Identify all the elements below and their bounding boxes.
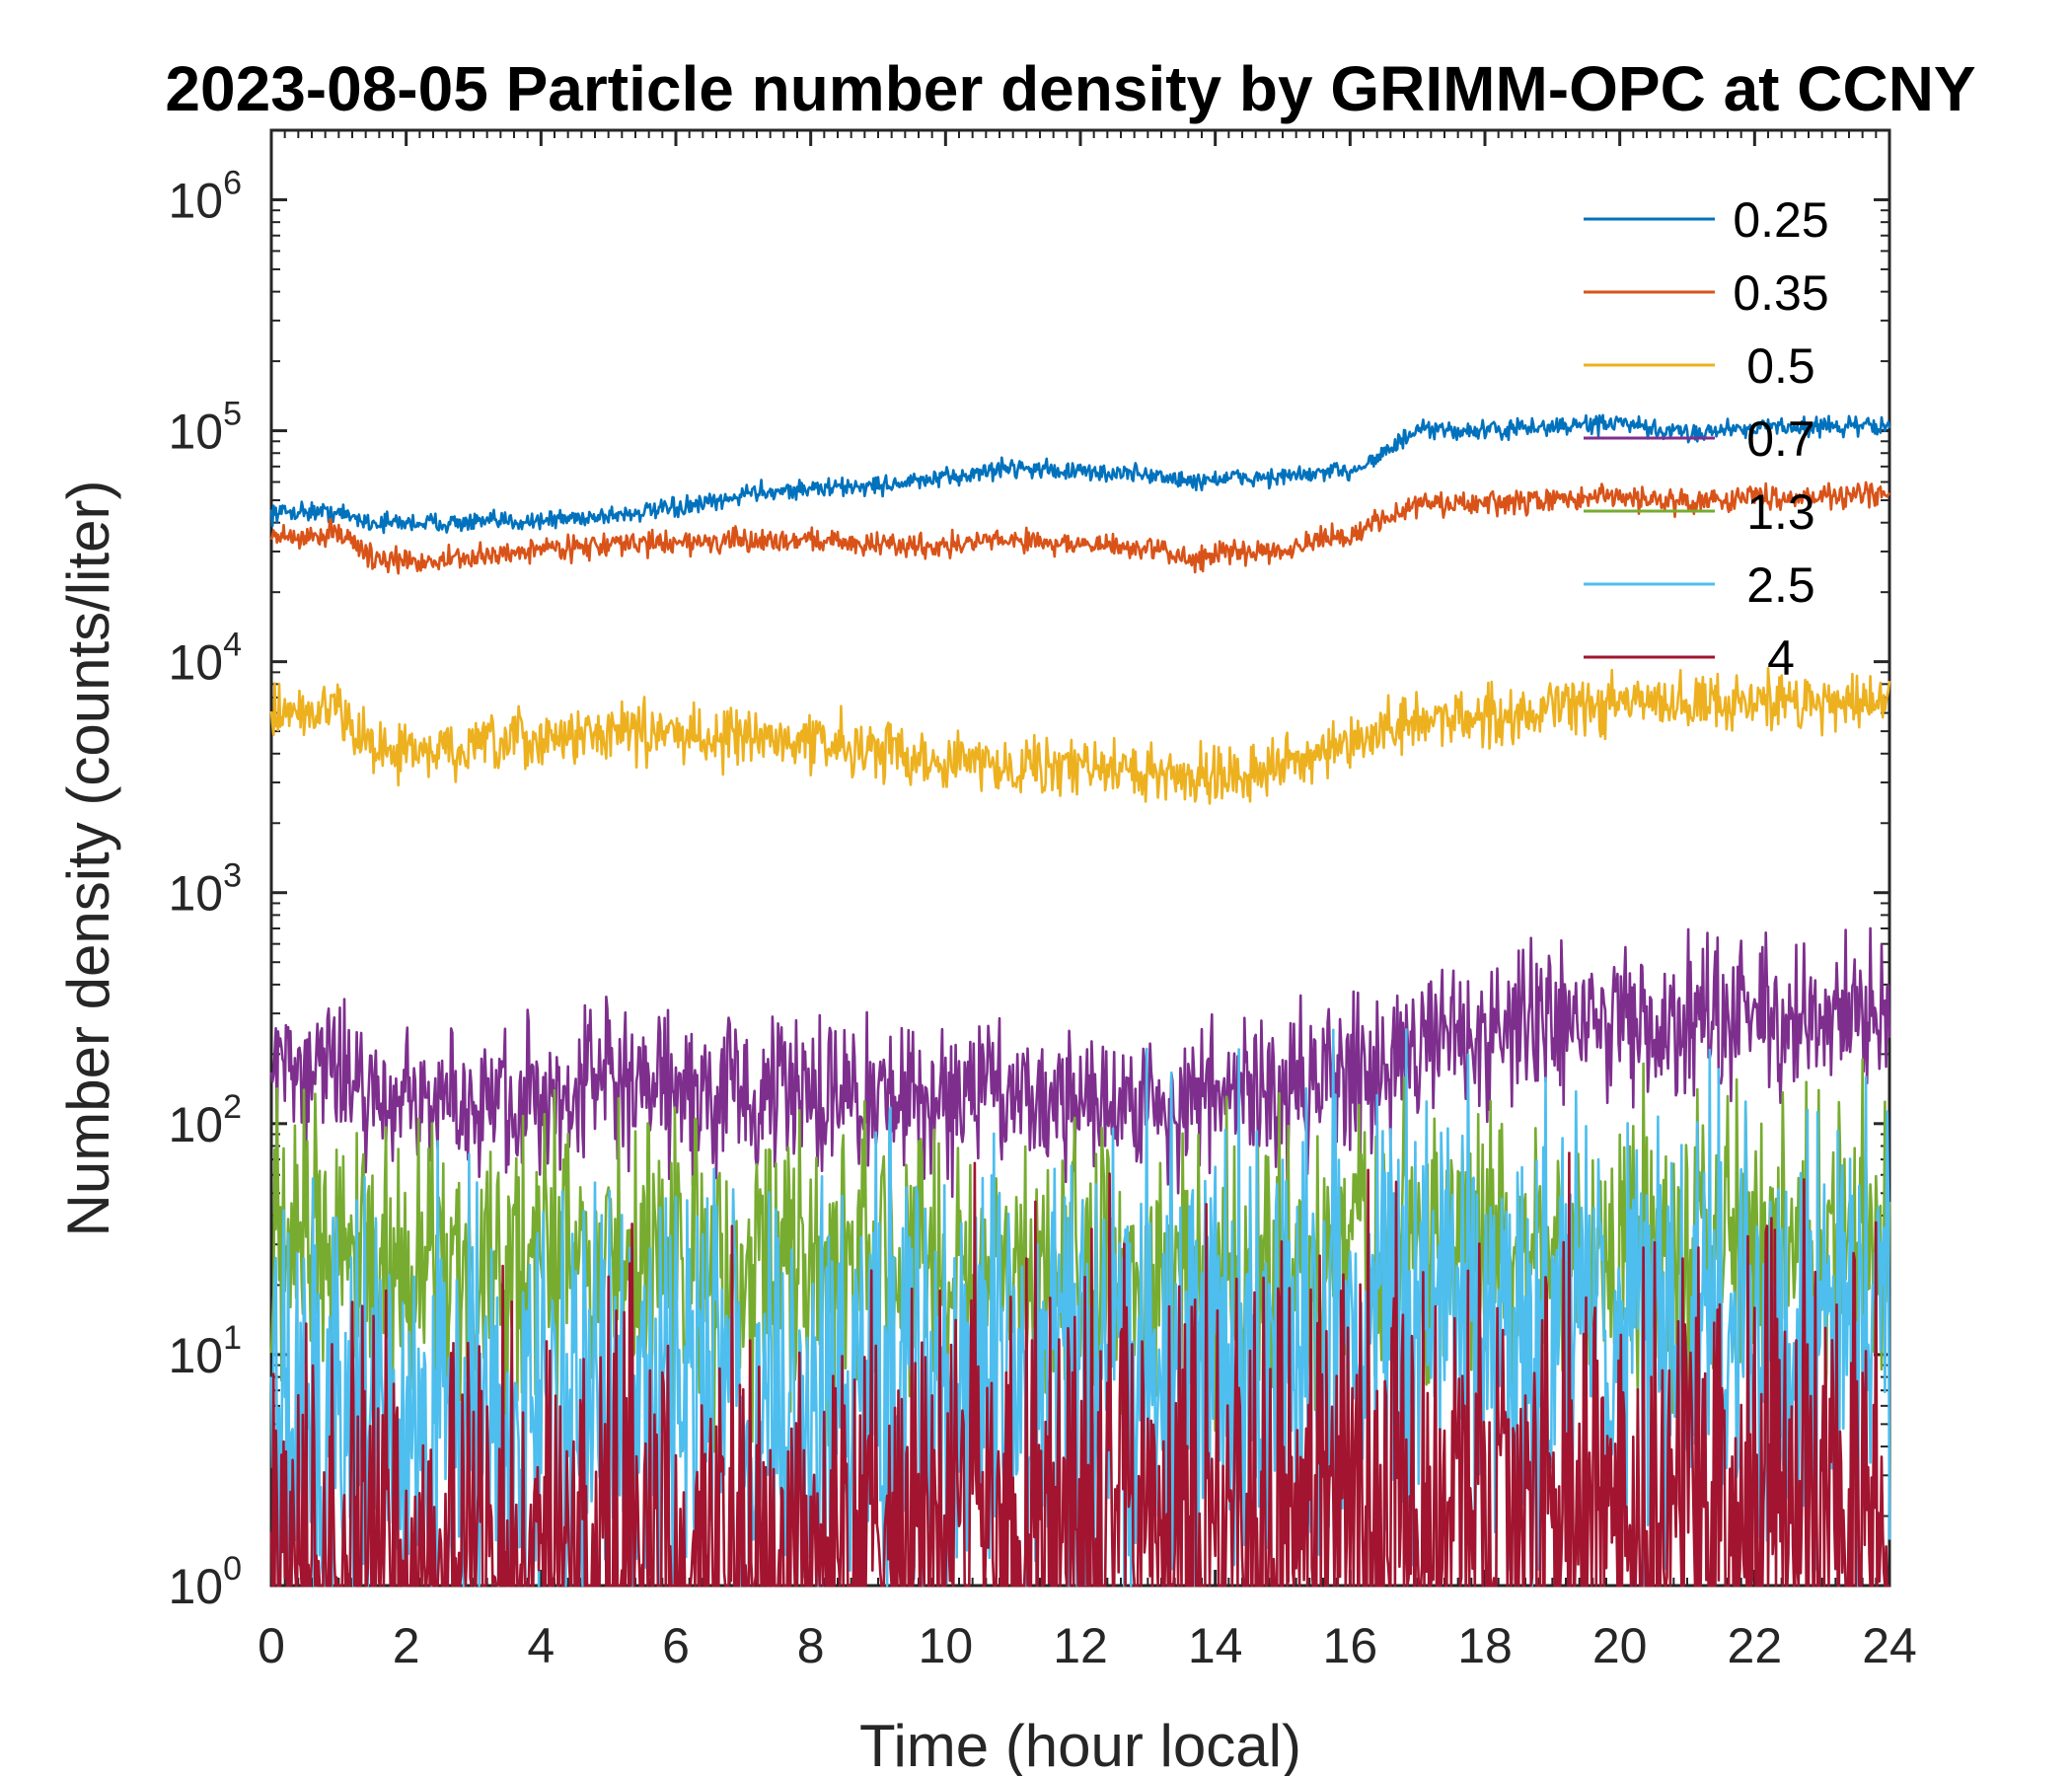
legend-item-2-5[interactable]: 2.5 xyxy=(1584,557,1815,613)
legend-item-0-5[interactable]: 0.5 xyxy=(1584,338,1815,394)
x-tick-label: 20 xyxy=(1592,1618,1648,1673)
x-tick-label: 18 xyxy=(1457,1618,1513,1673)
y-tick-exponent: 5 xyxy=(223,396,242,433)
legend-label: 0.35 xyxy=(1733,265,1828,321)
x-tick-label: 2 xyxy=(393,1618,420,1673)
legend-label: 0.7 xyxy=(1746,411,1815,467)
legend-item-1-3[interactable]: 1.3 xyxy=(1584,484,1815,540)
y-axis-label: Number density (counts/liter) xyxy=(55,481,121,1237)
y-tick-base: 10 xyxy=(168,405,223,460)
series-line-0-5 xyxy=(269,666,1891,805)
series-layer xyxy=(269,413,1891,1588)
series-line-0-25 xyxy=(269,413,1891,535)
y-tick-exponent: 3 xyxy=(223,857,242,895)
y-tick-exponent: 2 xyxy=(223,1088,242,1126)
y-tick-base: 10 xyxy=(168,1097,223,1152)
y-tick-base: 10 xyxy=(168,866,223,922)
legend-label: 2.5 xyxy=(1746,557,1815,613)
y-tick-label: 104 xyxy=(168,627,242,691)
series-line-0-7 xyxy=(269,926,1891,1199)
chart-title: 2023-08-05 Particle number density by GR… xyxy=(165,53,1975,124)
x-tick-label: 4 xyxy=(527,1618,555,1673)
y-tick-label: 105 xyxy=(168,396,242,460)
x-tick-label: 22 xyxy=(1728,1618,1783,1673)
legend-item-4[interactable]: 4 xyxy=(1584,630,1795,686)
x-tick-label: 12 xyxy=(1053,1618,1108,1673)
legend[interactable]: 0.25 0.35 0.5 0.7 1.3 2.5 4 xyxy=(1584,192,1829,686)
x-tick-label: 16 xyxy=(1323,1618,1378,1673)
x-tick-label: 8 xyxy=(797,1618,825,1673)
x-tick-label: 10 xyxy=(919,1618,974,1673)
y-tick-base: 10 xyxy=(168,1559,223,1614)
y-tick-base: 10 xyxy=(168,173,223,228)
legend-label: 4 xyxy=(1767,630,1795,686)
y-tick-exponent: 1 xyxy=(223,1319,242,1357)
y-tick-label: 100 xyxy=(168,1550,242,1614)
y-tick-label: 101 xyxy=(168,1319,242,1383)
series-line-2-5 xyxy=(269,1028,1891,1588)
x-tick-labels: 0 2 4 6 8 10 12 14 16 18 20 22 24 xyxy=(258,1618,1917,1673)
x-tick-label: 24 xyxy=(1862,1618,1917,1673)
y-tick-label: 103 xyxy=(168,857,242,922)
x-tick-label: 6 xyxy=(662,1618,690,1673)
y-tick-label: 106 xyxy=(168,164,242,228)
series-line-4 xyxy=(269,1151,1890,1588)
legend-item-0-7[interactable]: 0.7 xyxy=(1584,411,1815,467)
y-tick-exponent: 6 xyxy=(223,164,242,201)
legend-label: 0.5 xyxy=(1746,338,1815,394)
y-tick-exponent: 0 xyxy=(223,1550,242,1588)
series-line-0-35 xyxy=(269,481,1891,575)
legend-label: 1.3 xyxy=(1746,484,1815,540)
x-axis-label: Time (hour local) xyxy=(859,1713,1301,1776)
x-tick-label: 0 xyxy=(258,1618,285,1673)
y-tick-exponent: 4 xyxy=(223,627,242,664)
legend-item-0-35[interactable]: 0.35 xyxy=(1584,265,1829,321)
x-tick-label: 14 xyxy=(1188,1618,1243,1673)
legend-label: 0.25 xyxy=(1733,192,1828,248)
y-tick-base: 10 xyxy=(168,635,223,691)
legend-item-0-25[interactable]: 0.25 xyxy=(1584,192,1829,248)
y-tick-base: 10 xyxy=(168,1328,223,1383)
y-tick-label: 102 xyxy=(168,1088,242,1152)
